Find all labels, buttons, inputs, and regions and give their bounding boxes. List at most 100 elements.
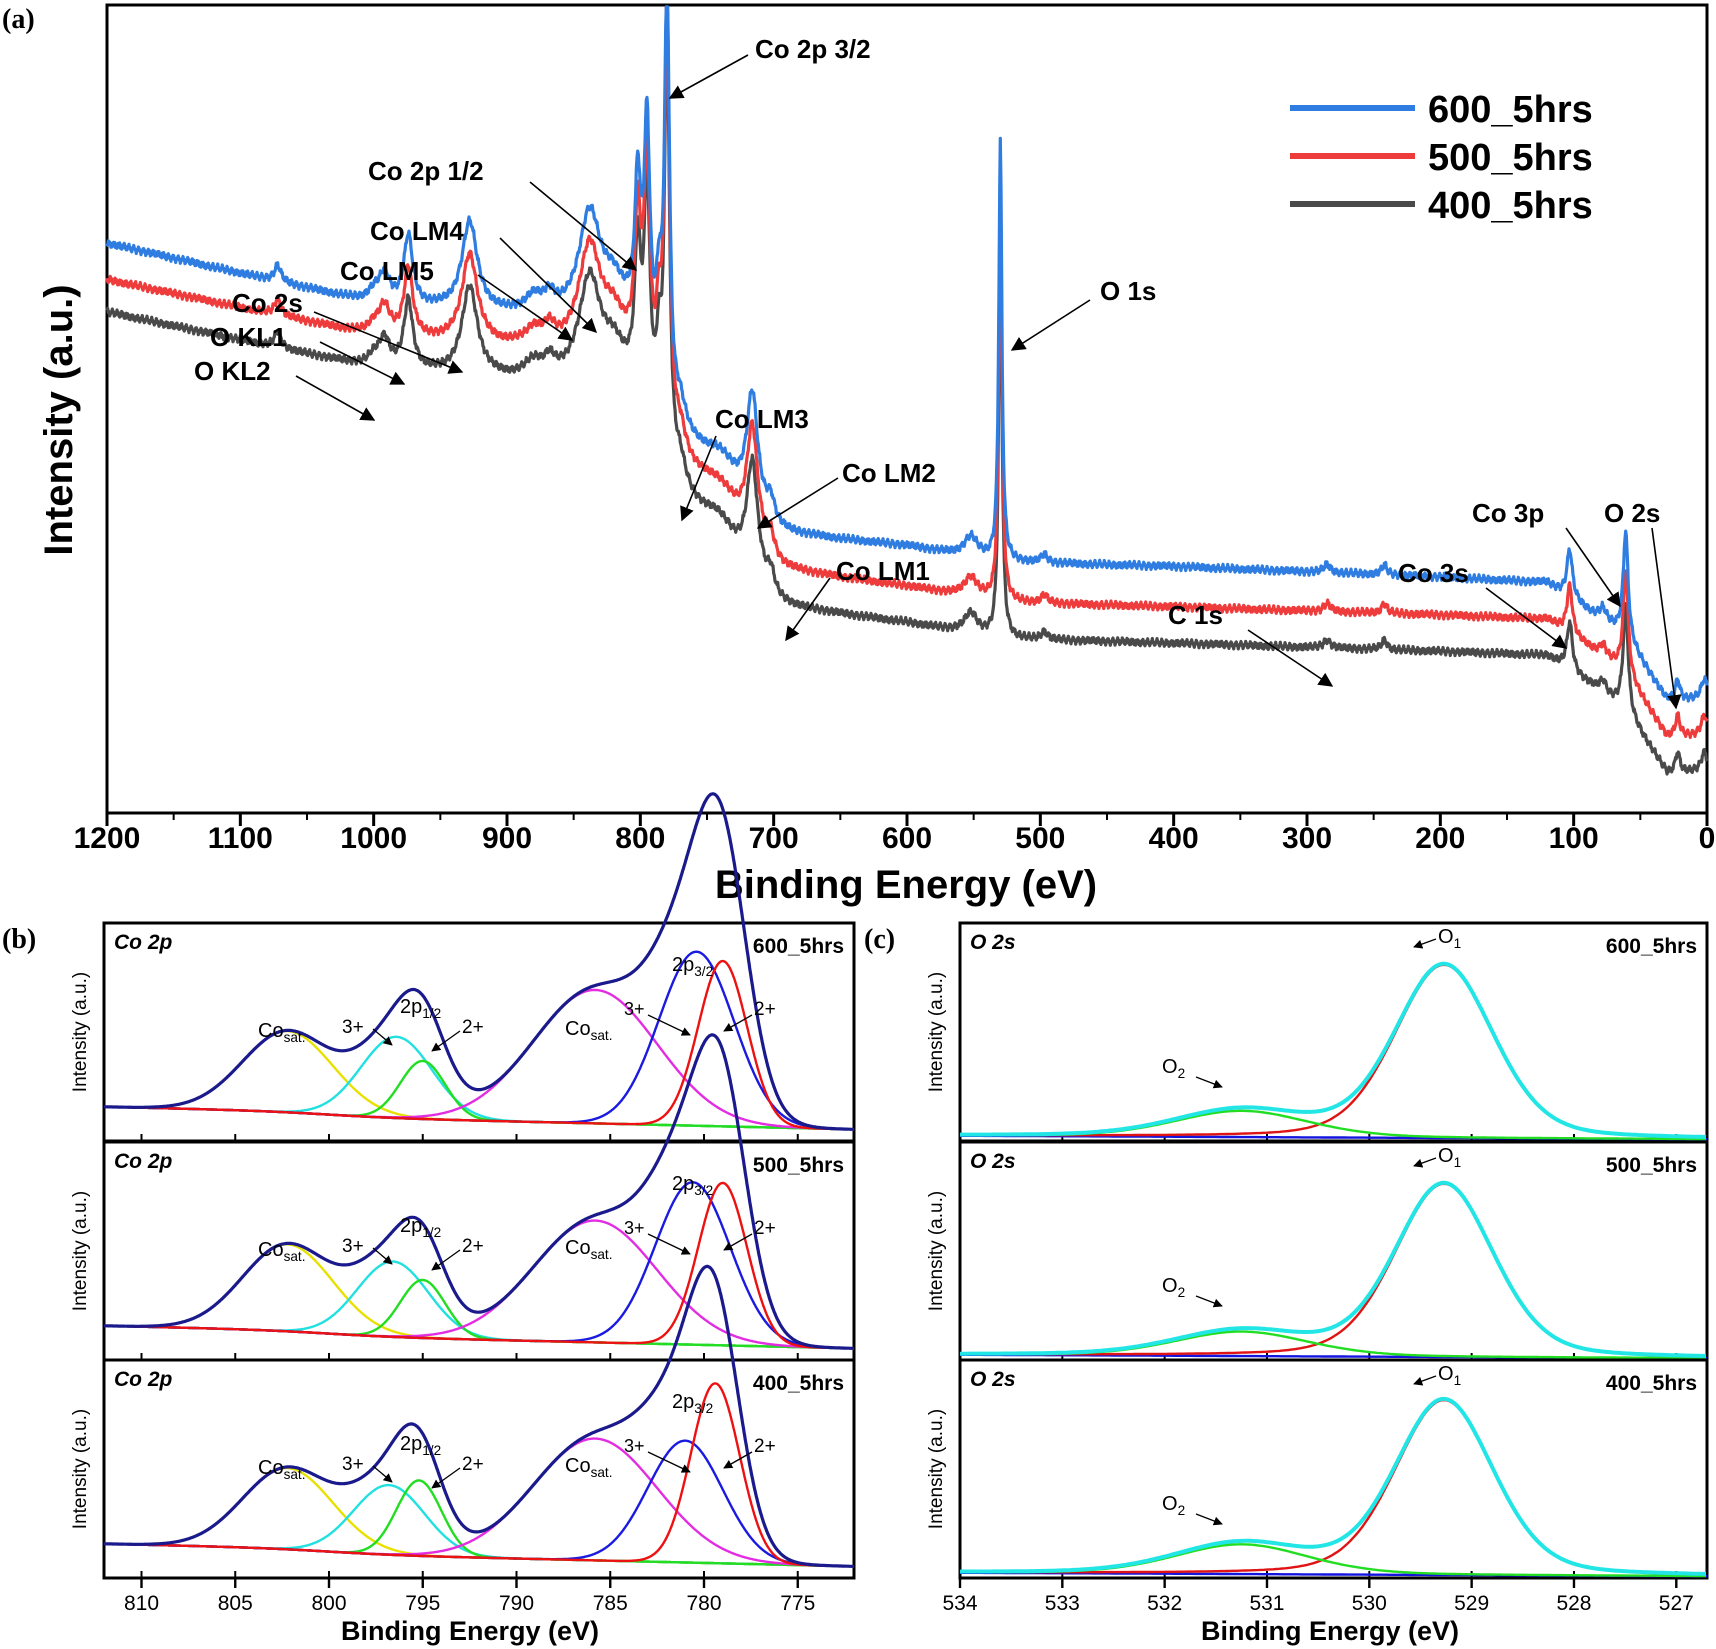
o1-arrow	[1413, 1375, 1437, 1386]
co2p-component-2-2p3-2-	[104, 1382, 854, 1568]
o2s-x-tick-label: 528	[1556, 1592, 1591, 1615]
p32-label-sub: 3/2	[694, 964, 713, 979]
annotation-arrow-o-2s	[1651, 527, 1682, 710]
three-plus-arrow-21	[372, 1028, 393, 1046]
annotation-arrow-c-1s	[1247, 629, 1334, 687]
annotation-o-1s: O 1s	[1100, 276, 1156, 306]
o1-label-sub: 1	[1454, 1373, 1462, 1388]
co2p-sample-label: 600_5hrs	[753, 935, 844, 958]
o2-arrow	[1195, 1295, 1223, 1308]
o2-label-main: O	[1162, 1275, 1178, 1297]
annotation-arrow-co-3s	[1485, 587, 1568, 649]
panel-a-letter: (a)	[2, 4, 35, 35]
p32-label-main: 2p	[672, 954, 694, 976]
o2s-y-axis-title: Intensity (a.u.)	[926, 1191, 947, 1311]
three-plus-label-23: 3+	[624, 999, 645, 1019]
annotation-o-2s: O 2s	[1604, 498, 1660, 528]
survey-curves	[105, 5, 1709, 776]
p12-label-main: 2p	[400, 1215, 422, 1237]
co-sat-label-21: Cosat.	[258, 1457, 306, 1482]
o2-arrow	[1195, 1076, 1223, 1089]
co-sat-label-21-sub: sat.	[284, 1249, 306, 1264]
co2p-fit-envelope	[104, 792, 854, 1131]
co-sat-label-23-sub: sat.	[591, 1465, 613, 1480]
co2p-x-tick-label: 805	[218, 1592, 253, 1615]
co2p-region-label: Co 2p	[114, 931, 173, 954]
annotation-arrow-co-lm1	[785, 577, 831, 642]
co2p-x-tick-label: 785	[593, 1592, 628, 1615]
o2s-region-label: O 2s	[970, 1368, 1016, 1391]
co2p-region-label: Co 2p	[114, 1368, 173, 1391]
o2-label: O2	[1162, 1056, 1185, 1081]
o1-label: O1	[1438, 1363, 1461, 1388]
o2-label: O2	[1162, 1275, 1185, 1300]
o2-label-main: O	[1162, 1056, 1178, 1078]
two-plus-label-23: 2+	[754, 1436, 776, 1457]
co-sat-label-23-main: Co	[565, 1455, 591, 1477]
o2s-x-tick-label: 530	[1352, 1592, 1387, 1615]
annotation-o-kl2: O KL2	[194, 356, 271, 386]
o2s-x-tick-label: 527	[1659, 1592, 1694, 1615]
legend-label-400: 400_5hrs	[1428, 185, 1593, 227]
annotation-co-lm5: Co LM5	[340, 256, 434, 286]
panel-b-letter: (b)	[2, 924, 36, 955]
o1-label-sub: 1	[1454, 1155, 1462, 1170]
annotation-co-2p-32: Co 2p 3/2	[755, 34, 871, 64]
co2p-x-tick-label: 775	[780, 1592, 815, 1615]
survey-x-tick-label: 100	[1549, 822, 1599, 855]
two-plus-arrow-23	[723, 1451, 753, 1469]
p12-label-sub: 1/2	[422, 1006, 441, 1021]
co2p-component-co-sat-2p1-2-	[104, 1466, 854, 1568]
co2p-fit-envelope	[104, 1033, 855, 1350]
o1-arrow	[1413, 938, 1437, 949]
co-sat-label-23-sub: sat.	[591, 1028, 613, 1043]
o2s-x-axis-title: Binding Energy (eV)	[1201, 1616, 1459, 1646]
survey-x-tick-label: 0	[1699, 822, 1716, 855]
survey-x-tick-label: 900	[482, 822, 532, 855]
two-plus-arrow-21	[431, 1249, 461, 1271]
p32-label-sub: 3/2	[694, 1183, 713, 1198]
co-sat-label-21-sub: sat.	[284, 1467, 306, 1482]
o2-label-main: O	[1162, 1493, 1178, 1515]
co2p-sample-label: 400_5hrs	[753, 1372, 844, 1395]
o2-arrow	[1195, 1513, 1223, 1526]
o2s-fit-envelope	[960, 1180, 1707, 1358]
co-sat-label-21-sub: sat.	[284, 1030, 306, 1045]
legend-label-600: 600_5hrs	[1428, 89, 1593, 131]
co2p-x-tick-label: 790	[499, 1592, 534, 1615]
p32-label-sub: 3/2	[694, 1401, 713, 1416]
o2s-component-o1	[960, 1398, 1706, 1576]
annotation-co-lm4: Co LM4	[370, 216, 464, 246]
two-plus-arrow-23	[723, 1233, 753, 1251]
two-plus-label-21: 2+	[462, 1017, 484, 1038]
survey-series-500_5hrs	[105, 5, 1709, 739]
annotation-co-lm2: Co LM2	[842, 458, 936, 488]
survey-x-tick-label: 400	[1149, 822, 1199, 855]
o1-label-main: O	[1438, 926, 1454, 948]
o1-label-sub: 1	[1454, 936, 1462, 951]
survey-x-tick-label: 700	[749, 822, 799, 855]
o2-label-sub: 2	[1178, 1066, 1186, 1081]
survey-x-tick-label: 300	[1282, 822, 1332, 855]
co2p-x-ticks: 810 805 800 795 790 785 780 775	[124, 1578, 815, 1615]
p12-label: 2p1/2	[400, 1215, 441, 1240]
co2p-y-axis-title: Intensity (a.u.)	[70, 1409, 91, 1529]
co2p-component-3-2p1-2-	[104, 1035, 854, 1131]
co2p-subplot-frame	[102, 1358, 856, 1580]
o2s-y-axis-title: Intensity (a.u.)	[926, 972, 947, 1092]
co2p-component-2-2p3-2-	[104, 1181, 854, 1350]
co2p-y-axis-title: Intensity (a.u.)	[70, 972, 91, 1092]
annotation-c-1s: C 1s	[1168, 600, 1223, 630]
co-sat-label-21: Cosat.	[258, 1020, 306, 1045]
annotation-arrow-o-kl2	[295, 375, 376, 421]
annotation-arrow-co-2p-32	[668, 54, 749, 99]
survey-x-ticks: 1200 1100 1000 900 800 700 600 500 400 300 200 100 0	[74, 813, 1716, 855]
three-plus-arrow-23	[647, 1451, 691, 1473]
annotation-co-lm1: Co LM1	[836, 556, 930, 586]
